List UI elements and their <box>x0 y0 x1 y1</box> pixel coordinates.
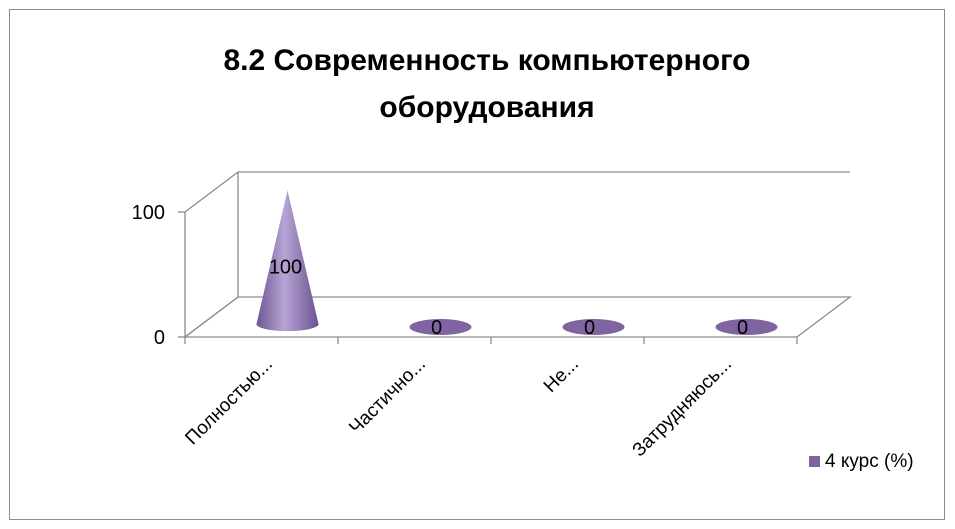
side-wall-line <box>184 171 239 213</box>
cone-bar-flat <box>409 319 472 335</box>
legend: 4 курс (%) <box>809 451 914 472</box>
data-label: 100 <box>269 256 302 278</box>
axes: 0 100 <box>132 202 798 349</box>
category-label: Полностью... <box>181 354 277 450</box>
data-label: 0 <box>584 317 595 339</box>
category-label: Частично... <box>345 354 430 439</box>
data-marks <box>256 190 778 335</box>
cone-bar-flat <box>562 319 625 335</box>
data-label: 0 <box>431 317 442 339</box>
y-tick-label: 100 <box>132 202 165 224</box>
cone-bar <box>256 190 319 331</box>
side-wall-line <box>184 296 239 338</box>
legend-label: 4 курс (%) <box>825 451 914 472</box>
category-label: Не... <box>540 354 583 397</box>
y-tick-label: 0 <box>154 327 165 349</box>
cone-bar-flat <box>715 319 778 335</box>
plot-area <box>183 171 852 338</box>
chart-title-line-1: 8.2 Современность компьютерного <box>223 44 750 77</box>
category-label: Затрудняюсь... <box>629 354 736 461</box>
chart-title-line-2: оборудования <box>379 91 594 124</box>
chart-title: 8.2 Современность компьютерного оборудов… <box>223 44 750 124</box>
data-label: 0 <box>737 317 748 339</box>
legend-swatch <box>809 456 820 467</box>
chart-frame <box>9 9 945 520</box>
